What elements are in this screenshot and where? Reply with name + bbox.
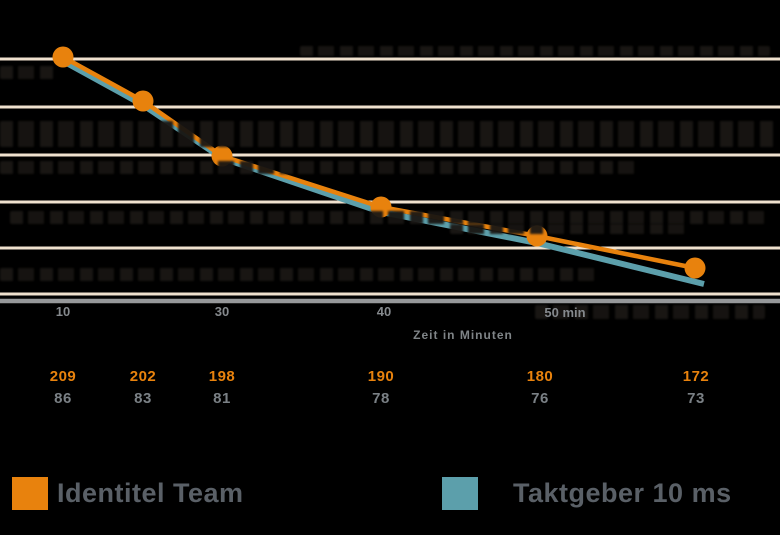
orange-series-line <box>61 55 696 271</box>
orange-value-label: 180 <box>526 368 554 385</box>
x-tick-label: 40 <box>376 304 392 319</box>
orange-value-label: 190 <box>367 368 395 385</box>
gray-value-label: 81 <box>213 390 231 407</box>
legend-item-teal: Taktgeber 10 ms <box>442 477 732 510</box>
x-axis-caption: Zeit in Minuten <box>413 328 513 342</box>
orange-value-label: 209 <box>49 368 77 385</box>
ghost-text-band <box>0 121 778 147</box>
ghost-text-band <box>535 305 765 319</box>
ghost-text-band <box>0 66 58 79</box>
gray-value-label: 78 <box>372 390 390 407</box>
legend-swatch-orange <box>12 477 48 510</box>
legend-item-orange: Identitel Team <box>12 477 244 510</box>
x-tick-label: 10 <box>55 304 71 319</box>
ghost-text-band <box>0 161 640 174</box>
gray-value-label: 83 <box>134 390 152 407</box>
legend-label-orange: Identitel Team <box>57 478 244 508</box>
ghost-text-band <box>0 268 600 281</box>
ghost-text-band <box>450 224 690 234</box>
gray-value-label: 86 <box>54 390 72 407</box>
orange-value-label: 172 <box>682 368 710 385</box>
x-tick-label: 50 min <box>544 305 586 320</box>
gray-value-label: 73 <box>687 390 705 407</box>
orange-value-label: 202 <box>129 368 157 385</box>
ghost-text-band <box>300 46 770 56</box>
legend-label-teal: Taktgeber 10 ms <box>513 478 732 508</box>
gridlines <box>0 57 780 296</box>
orange-value-label: 198 <box>208 368 236 385</box>
teal-series-line <box>61 58 705 287</box>
legend-swatch-teal <box>442 477 478 510</box>
x-tick-label: 30 <box>214 304 230 319</box>
gray-value-label: 76 <box>531 390 549 407</box>
ghost-text-band <box>10 211 765 224</box>
